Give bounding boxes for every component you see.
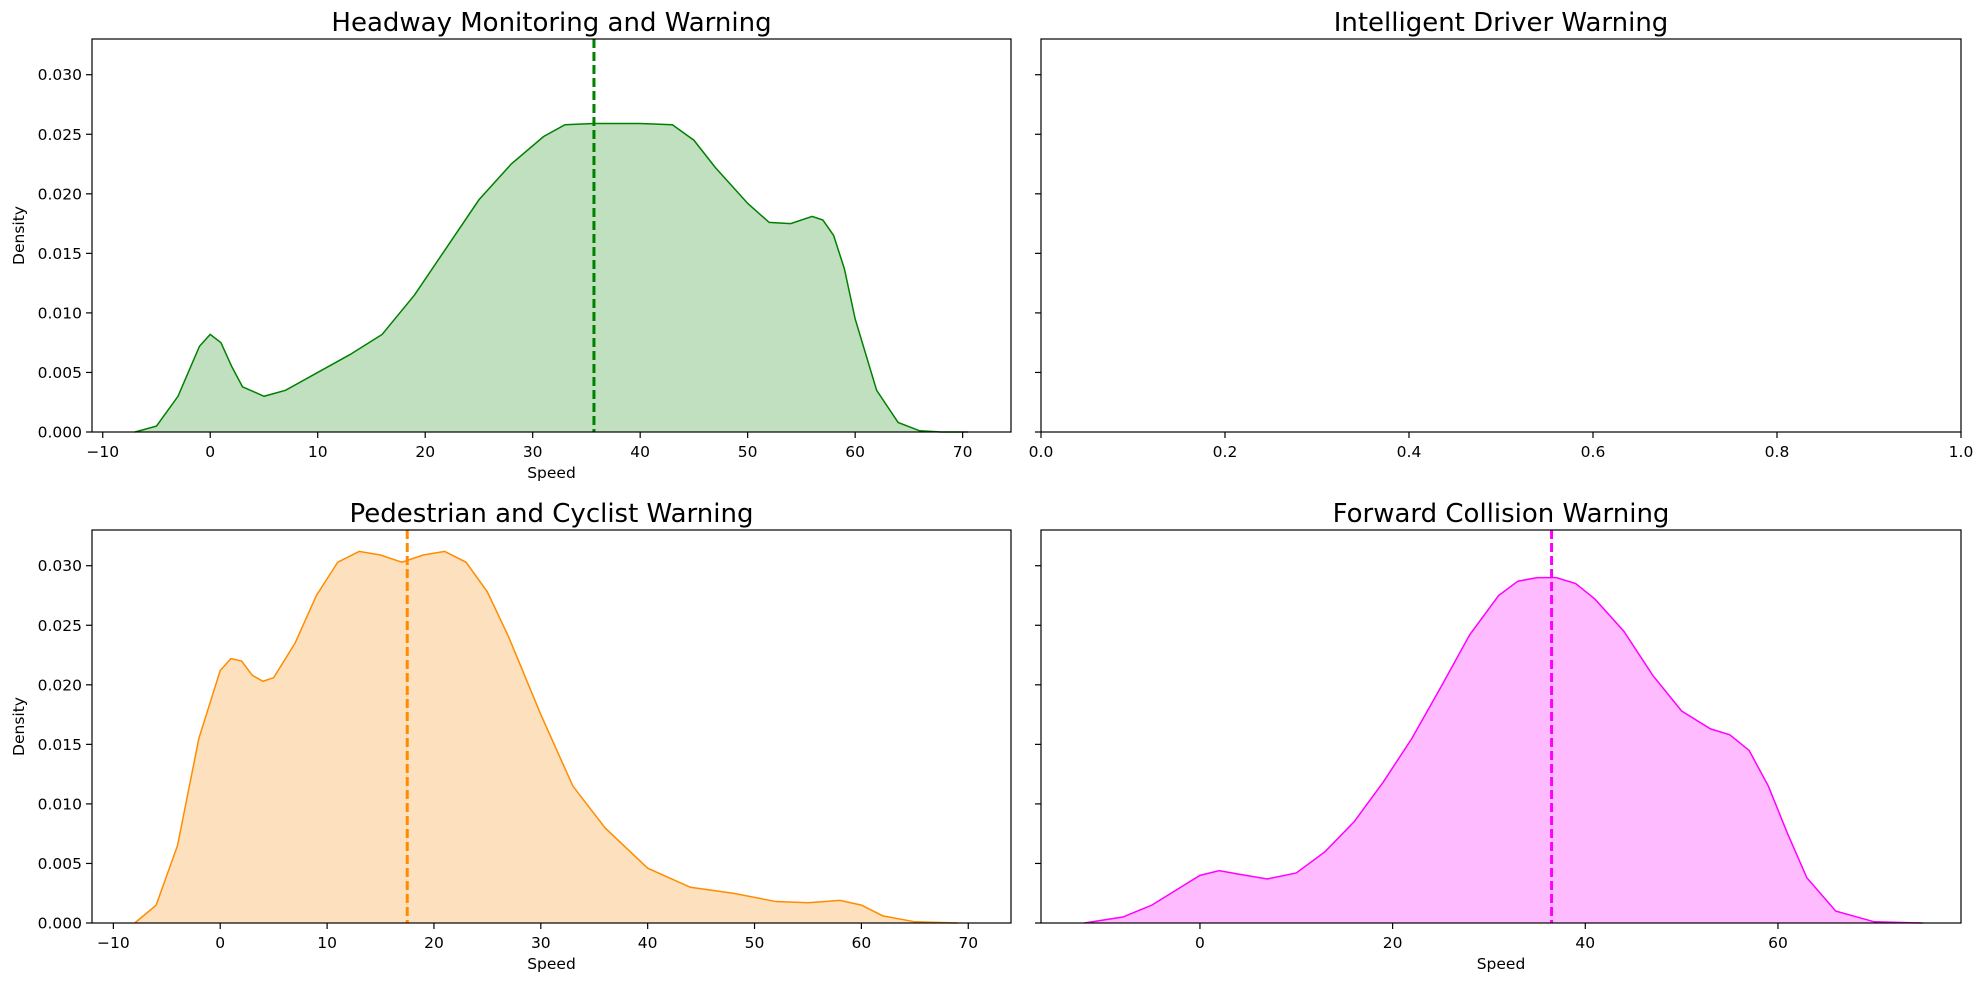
subplot-title: Forward Collision Warning (1333, 499, 1670, 529)
subplot-title: Headway Monitoring and Warning (331, 8, 771, 38)
x-tick-label: 0 (215, 934, 225, 952)
density-line (134, 550, 958, 924)
x-tick-label: 10 (317, 934, 337, 952)
x-tick-label: 40 (630, 443, 650, 461)
x-axis-label: Speed (1477, 955, 1526, 973)
y-tick-label: 0.030 (38, 66, 82, 84)
y-tick-label: 0.005 (38, 855, 82, 873)
density-line (134, 122, 969, 433)
y-tick-label: 0.015 (38, 245, 82, 263)
x-tick-label: 30 (523, 443, 543, 461)
x-tick-label: 40 (1575, 934, 1595, 952)
x-tick-label: 0.2 (1213, 443, 1238, 461)
density-fill (1084, 577, 1923, 923)
x-tick-label: 60 (1768, 934, 1788, 952)
x-tick-label: 0 (205, 443, 215, 461)
density-fill (134, 123, 969, 433)
subplot-4: 0 20 40 60 Forward Collision Warning Speed (1035, 499, 1962, 973)
x-tick-label: 30 (531, 934, 551, 952)
y-tick-label: 0.020 (38, 185, 82, 203)
y-tick-label: 0.025 (38, 617, 82, 635)
subplot-1: −10 0 10 20 30 40 50 60 70 0.000 0.005 0.010 0.015 0.… (10, 8, 1012, 482)
subplot-3: −10 0 10 20 30 40 50 60 70 0.000 0.005 0.010 0.015 0.… (10, 499, 1012, 973)
y-tick-label: 0.010 (38, 795, 82, 813)
subplot-2: 0.0 0.2 0.4 0.6 0.8 1.0 Intelligent Driver War… (1029, 8, 1974, 461)
x-tick-label: 60 (845, 443, 865, 461)
x-tick-label: 0.6 (1581, 443, 1606, 461)
density-fill (134, 551, 958, 923)
y-tick-label: 0.000 (38, 915, 82, 933)
x-tick-label: 0.8 (1765, 443, 1790, 461)
axes-frame (91, 38, 1012, 433)
x-tick-label: 0.0 (1029, 443, 1054, 461)
x-tick-label: 10 (308, 443, 328, 461)
x-tick-label: 50 (745, 934, 765, 952)
x-tick-label: 40 (638, 934, 658, 952)
y-tick-label: 0.025 (38, 126, 82, 144)
subplot-title: Pedestrian and Cyclist Warning (350, 499, 754, 529)
axes-frame (1040, 529, 1962, 924)
y-tick-label: 0.000 (38, 424, 82, 442)
x-tick-label: 1.0 (1949, 443, 1974, 461)
x-axis-label: Speed (527, 955, 576, 973)
x-tick-label: 0 (1195, 934, 1205, 952)
x-tick-label: 20 (1383, 934, 1403, 952)
subplot-title: Intelligent Driver Warning (1334, 8, 1669, 38)
y-axis-label: Density (10, 697, 28, 756)
x-tick-label: −10 (97, 934, 130, 952)
y-tick-label: 0.015 (38, 736, 82, 754)
y-tick-label: 0.030 (38, 557, 82, 575)
x-tick-label: 70 (958, 934, 978, 952)
density-line (1084, 576, 1923, 924)
y-axis-label: Density (10, 206, 28, 265)
x-tick-label: 70 (953, 443, 973, 461)
y-tick-label: 0.005 (38, 364, 82, 382)
axes-frame (91, 529, 1012, 924)
y-tick-label: 0.020 (38, 676, 82, 694)
x-tick-label: 60 (852, 934, 872, 952)
y-tick-label: 0.010 (38, 304, 82, 322)
x-tick-label: 50 (738, 443, 758, 461)
axes-frame (1040, 38, 1962, 433)
x-tick-label: 0.4 (1397, 443, 1422, 461)
x-axis-label: Speed (527, 464, 576, 482)
x-tick-label: −10 (86, 443, 119, 461)
x-tick-label: 20 (415, 443, 435, 461)
x-tick-label: 20 (424, 934, 444, 952)
